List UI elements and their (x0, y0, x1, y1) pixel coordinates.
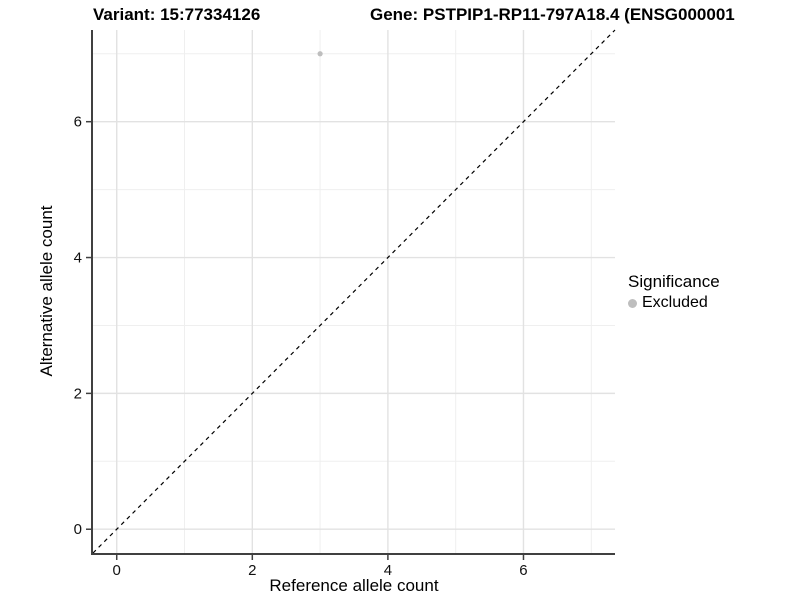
x-tick-label: 2 (248, 562, 256, 579)
data-point (317, 51, 323, 57)
gene-title: Gene: PSTPIP1-RP11-797A18.4 (ENSG000001 (370, 5, 735, 24)
y-tick-label: 0 (74, 521, 82, 538)
y-tick-label: 4 (74, 250, 82, 267)
identity-reference-line (92, 29, 616, 554)
excluded-point-icon (628, 298, 637, 308)
x-tick-label: 0 (113, 562, 121, 579)
legend-title: Significance (628, 272, 720, 291)
plot-panel: 0 0 2 2 4 4 6 6 (74, 29, 616, 579)
y-tick-label: 6 (74, 114, 82, 131)
legend-item: Excluded (628, 294, 720, 312)
x-axis-title: Reference allele count (269, 576, 439, 595)
variant-title: Variant: 15:77334126 (93, 5, 261, 24)
legend: Significance Excluded (628, 272, 720, 312)
x-tick-label: 6 (519, 562, 527, 579)
y-tick-label: 2 (74, 385, 82, 402)
x-tick-label: 4 (384, 562, 392, 579)
legend-item-label: Excluded (642, 294, 708, 311)
y-axis-title: Alternative allele count (37, 205, 56, 377)
plot-svg: 0 0 2 2 4 4 6 6 (74, 29, 616, 579)
